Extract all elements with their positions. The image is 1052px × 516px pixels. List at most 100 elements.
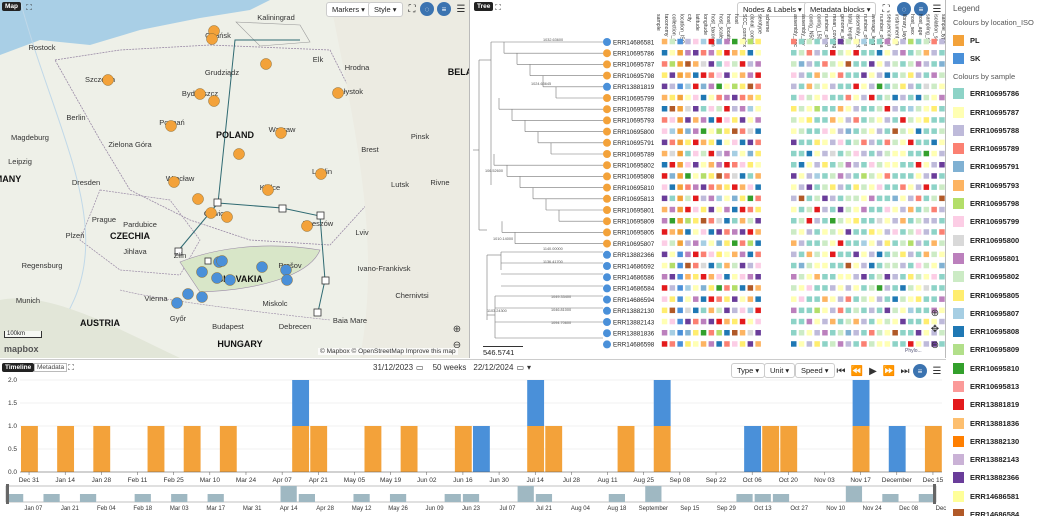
metadata-block[interactable] (806, 274, 813, 280)
speed-dropdown[interactable]: Speed ▾ (795, 363, 835, 378)
metadata-block[interactable] (732, 106, 738, 112)
tree-leaf-label[interactable]: ERR10695802 (613, 163, 655, 170)
metadata-block[interactable] (900, 341, 906, 347)
tree-leaf-label[interactable]: ERR10695798 (613, 73, 655, 80)
metadata-block[interactable] (861, 72, 867, 78)
metadata-block[interactable] (923, 184, 930, 190)
metadata-block[interactable] (677, 117, 683, 123)
metadata-block[interactable] (876, 229, 883, 235)
metadata-block[interactable] (798, 106, 805, 112)
metadata-block[interactable] (884, 94, 891, 101)
metadata-block[interactable] (739, 162, 746, 168)
metadata-block[interactable] (869, 83, 875, 90)
timeline-bar-pl[interactable] (57, 426, 75, 472)
tree-leaf-label[interactable]: ERR13881819 (613, 84, 655, 91)
metadata-block[interactable] (931, 83, 937, 90)
metadata-block[interactable] (732, 240, 738, 246)
metadata-block[interactable] (861, 83, 867, 90)
metadata-block[interactable] (739, 285, 746, 291)
metadata-block[interactable] (677, 139, 683, 146)
metadata-block[interactable] (716, 139, 722, 146)
map-marker[interactable] (192, 193, 204, 205)
metadata-block[interactable] (739, 296, 746, 302)
play-icon[interactable]: ▶ (869, 365, 877, 377)
metadata-block[interactable] (876, 173, 883, 179)
metadata-block[interactable] (939, 94, 945, 101)
metadata-block[interactable] (677, 150, 683, 157)
metadata-block[interactable] (716, 38, 722, 45)
metadata-block[interactable] (716, 162, 722, 168)
map-marker[interactable] (260, 58, 272, 70)
metadata-block[interactable] (747, 307, 754, 314)
metadata-block[interactable] (747, 195, 754, 202)
metadata-block[interactable] (876, 318, 883, 325)
metadata-block[interactable] (931, 262, 937, 269)
map-marker[interactable] (194, 88, 206, 100)
metadata-block[interactable] (837, 117, 844, 123)
metadata-block[interactable] (685, 229, 691, 235)
metadata-block[interactable] (853, 106, 859, 112)
metadata-block[interactable] (884, 251, 891, 258)
metadata-block[interactable] (869, 240, 875, 246)
metadata-block[interactable] (830, 318, 836, 325)
metadata-block[interactable] (915, 128, 922, 134)
metadata-block[interactable] (869, 150, 875, 157)
metadata-block[interactable] (837, 162, 844, 168)
tree-leaf-node[interactable] (603, 239, 611, 248)
metadata-block[interactable] (700, 61, 707, 67)
metadata-block[interactable] (791, 150, 797, 157)
metadata-block[interactable] (908, 285, 914, 291)
metadata-column-header[interactable]: serotype (756, 14, 762, 34)
metadata-block[interactable] (716, 72, 722, 78)
map-marker[interactable] (332, 87, 344, 99)
metadata-block[interactable] (724, 173, 730, 179)
metadata-block[interactable] (669, 139, 676, 146)
metadata-block[interactable] (806, 94, 813, 101)
metadata-block[interactable] (798, 307, 805, 314)
metadata-block[interactable] (677, 184, 683, 190)
metadata-block[interactable] (716, 50, 722, 56)
metadata-block[interactable] (739, 117, 746, 123)
map-marker[interactable] (301, 220, 313, 232)
metadata-block[interactable] (747, 296, 754, 302)
metadata-block[interactable] (923, 229, 930, 235)
metadata-block[interactable] (900, 296, 906, 302)
metadata-block[interactable] (931, 162, 937, 168)
metadata-block[interactable] (845, 106, 852, 112)
metadata-block[interactable] (732, 206, 738, 213)
metadata-block[interactable] (806, 206, 813, 213)
metadata-block[interactable] (822, 251, 828, 258)
metadata-block[interactable] (677, 128, 683, 134)
metadata-block[interactable] (716, 106, 722, 112)
metadata-block[interactable] (708, 307, 715, 314)
metadata-block[interactable] (915, 218, 922, 224)
metadata-block[interactable] (837, 94, 844, 101)
metadata-block[interactable] (798, 61, 805, 67)
metadata-block[interactable] (884, 61, 891, 67)
metadata-block[interactable] (814, 72, 820, 78)
tree-leaf-label[interactable]: ERR10695793 (613, 118, 655, 125)
metadata-block[interactable] (931, 218, 937, 224)
metadata-block[interactable] (732, 307, 738, 314)
metadata-block[interactable] (939, 307, 945, 314)
metadata-block[interactable] (900, 274, 906, 280)
metadata-block[interactable] (900, 162, 906, 168)
metadata-block[interactable] (700, 341, 707, 347)
metadata-tab[interactable]: Metadata (34, 363, 68, 372)
metadata-block[interactable] (685, 173, 691, 179)
metadata-block[interactable] (700, 307, 707, 314)
metadata-block[interactable] (939, 330, 945, 336)
metadata-block[interactable] (892, 139, 898, 146)
metadata-block[interactable] (892, 72, 898, 78)
metadata-block[interactable] (806, 162, 813, 168)
metadata-block[interactable] (724, 262, 730, 269)
metadata-block[interactable] (747, 94, 754, 101)
metadata-block[interactable] (923, 106, 930, 112)
metadata-block[interactable] (830, 341, 836, 347)
metadata-block[interactable] (861, 195, 867, 202)
metadata-block[interactable] (915, 173, 922, 179)
metadata-block[interactable] (939, 83, 945, 90)
timeline-bar-pl[interactable] (400, 426, 418, 472)
tree-leaf-label[interactable]: ERR10695808 (613, 174, 655, 181)
metadata-block[interactable] (939, 173, 945, 179)
